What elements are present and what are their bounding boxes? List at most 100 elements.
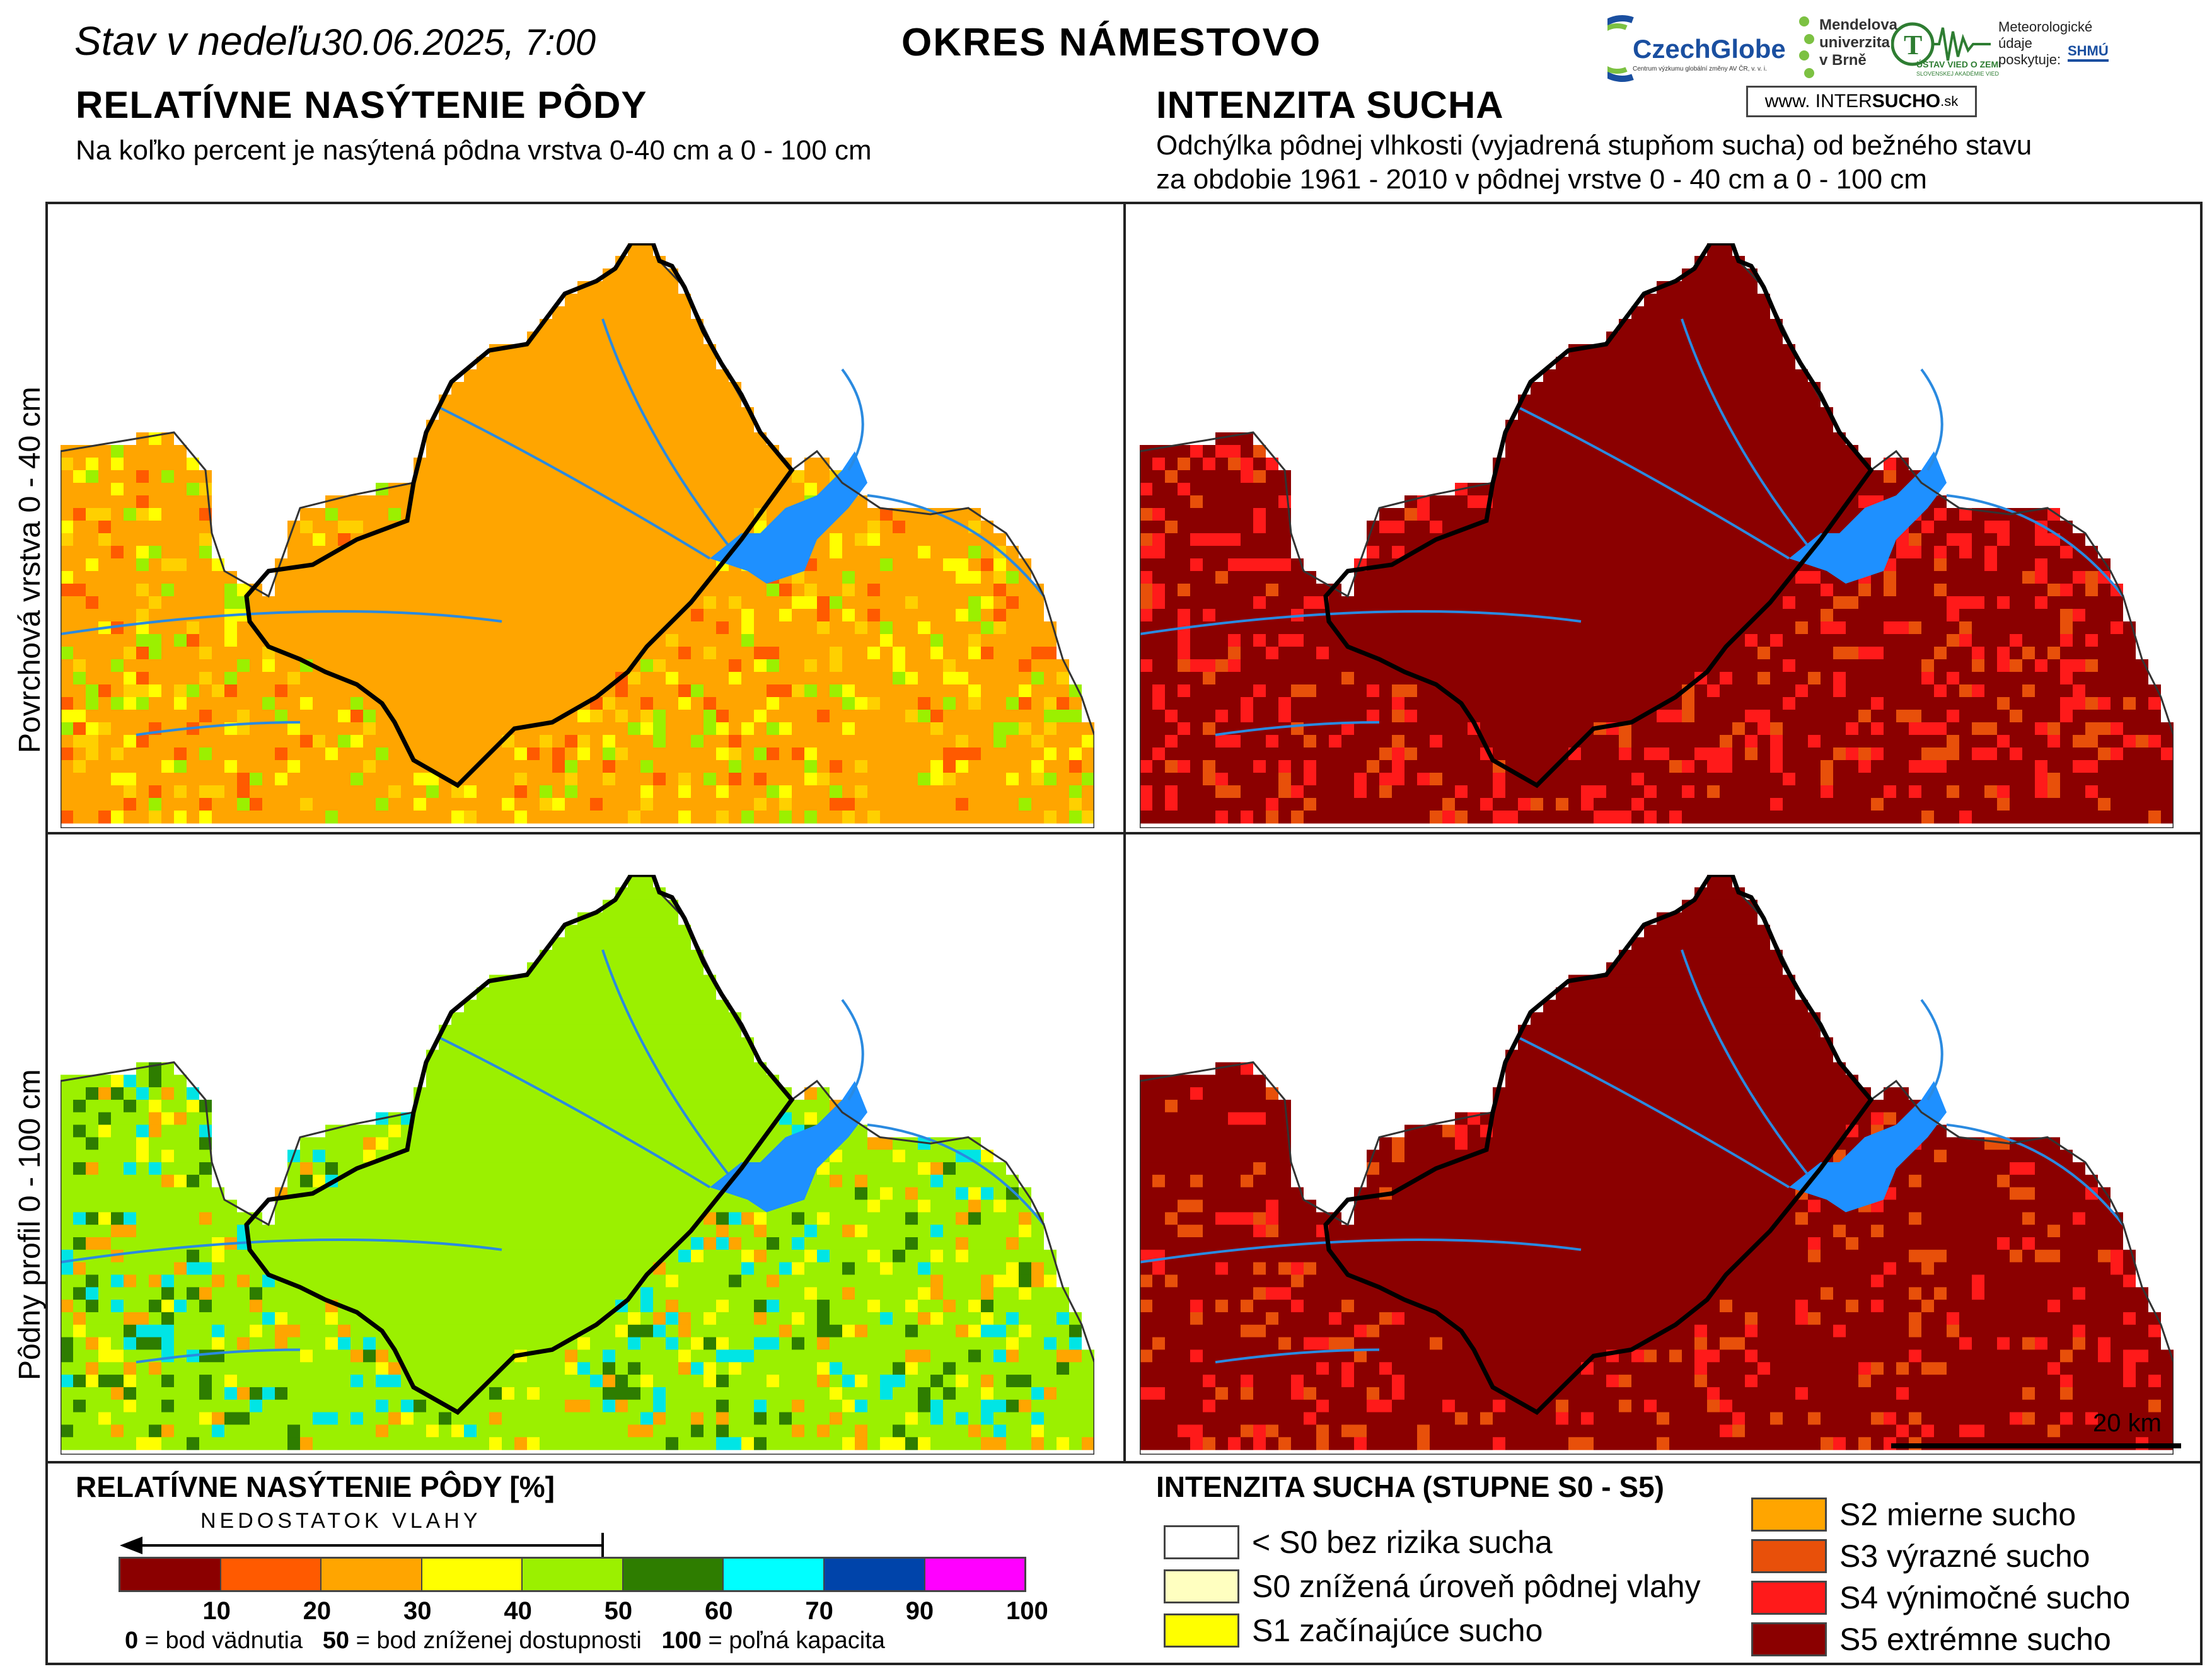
- seismograph-icon: T: [1891, 22, 1991, 66]
- river: [136, 1348, 301, 1364]
- river: [1681, 318, 1809, 547]
- colorbar-tick-label: 60: [705, 1597, 733, 1625]
- note-0-value: 0: [125, 1627, 139, 1654]
- colorbar-bin: [221, 1559, 322, 1590]
- meteo-l3: poskytuje:: [1998, 52, 2061, 67]
- meteo-l2: údaje: [1998, 35, 2032, 51]
- mendel-l1: Mendelova: [1819, 16, 1898, 33]
- arrow-left-icon: [120, 1533, 604, 1558]
- left-section-subtitle: Na koľko percent je nasýtená pôdna vrstv…: [76, 135, 872, 166]
- drought-legend-label: S1 začínajúce sucho: [1252, 1613, 1543, 1648]
- drought-legend-label: < S0 bez rizika sucha: [1252, 1525, 1553, 1560]
- intersucho-logo: www. INTER SUCHO .sk: [1746, 86, 1977, 117]
- drought-legend-swatch: [1751, 1539, 1827, 1573]
- legend-left-title: RELATÍVNE NASÝTENIE PÔDY [%]: [76, 1470, 555, 1503]
- drought-legend-label: S5 extrémne sucho: [1839, 1622, 2111, 1657]
- district-border: [1323, 243, 1874, 788]
- shmu-logo: SHMÚ: [2068, 43, 2109, 62]
- note-0-text: = bod vädnutia: [144, 1627, 303, 1654]
- river: [1215, 1348, 1380, 1364]
- raster-cells: [61, 243, 1094, 824]
- intersucho-b: SUCHO: [1872, 91, 1941, 112]
- colorbar-tick-label: 70: [805, 1597, 833, 1625]
- row-label-top: Povrchová vrstva 0 - 40 cm: [13, 386, 47, 753]
- colorbar-tick-label: 90: [905, 1597, 934, 1625]
- map-drought-bottom: [1140, 875, 2174, 1455]
- deficit-arrow-label: NEDOSTATOK VLAHY: [200, 1509, 482, 1533]
- river: [136, 721, 301, 736]
- soil-colorbar-ticks: 10 20 30 40 50 60 70 90 100: [119, 1593, 1048, 1625]
- drought-legend-swatch: [1164, 1569, 1239, 1603]
- colorbar-bin: [925, 1559, 1025, 1590]
- czechglobe-logo: CzechGlobe Centrum výzkumu globální změn…: [1589, 14, 1797, 83]
- scale-bar-label: 20 km: [2093, 1409, 2162, 1437]
- intersucho-www: www.: [1764, 91, 1810, 112]
- intersucho-a: INTER: [1815, 91, 1872, 112]
- colorbar-bin: [321, 1559, 422, 1590]
- drought-legend-label: S3 výrazné sucho: [1839, 1538, 2090, 1574]
- reservoir: [710, 1081, 867, 1213]
- note-50-text: = bod zníženej dostupnosti: [356, 1627, 642, 1654]
- district-border: [1323, 875, 1874, 1415]
- drought-legend-swatch: [1751, 1622, 1827, 1656]
- map-drought-top: [1140, 243, 2174, 828]
- mendel-logo: Mendelova univerzita v Brně: [1795, 14, 1897, 83]
- colorbar-tick-label: 100: [1006, 1597, 1048, 1625]
- river: [841, 368, 864, 471]
- right-section-subtitle-1: Odchýlka pôdnej vlhkosti (vyjadrená stup…: [1156, 130, 2032, 161]
- mendel-dots-icon: [1799, 16, 1814, 78]
- region-border: [1140, 875, 2174, 1455]
- czechglobe-sub: Centrum výzkumu globální změny AV ČR, v.…: [1633, 66, 1767, 72]
- region-border: [61, 875, 1094, 1455]
- drought-legend-label: S4 výnimočné sucho: [1839, 1580, 2131, 1615]
- drought-legend-swatch: [1164, 1613, 1239, 1648]
- river: [1920, 368, 1943, 471]
- river: [61, 1238, 502, 1264]
- colorbar-tick-label: 20: [303, 1597, 332, 1625]
- soil-colorbar: [119, 1557, 1026, 1592]
- river: [1215, 721, 1380, 736]
- colorbar-tick-label: 30: [403, 1597, 432, 1625]
- date-prefix: Stav v nedeľu: [74, 18, 321, 64]
- river: [601, 318, 730, 547]
- river: [1140, 610, 1582, 635]
- intersucho-sk: .sk: [1940, 93, 1959, 109]
- mendel-l2: univerzita: [1819, 34, 1891, 51]
- map-soil-top: [61, 243, 1094, 828]
- czechglobe-name: CzechGlobe: [1633, 34, 1786, 64]
- scale-bar: [1891, 1443, 2181, 1448]
- frame-divider-legend: [45, 1461, 2203, 1463]
- reservoir: [1789, 1081, 1947, 1213]
- note-100-value: 100: [661, 1627, 702, 1654]
- colorbar-bin: [523, 1559, 623, 1590]
- colorbar-tick-label: 50: [604, 1597, 633, 1625]
- usvz-logo: T ÚSTAV VIED O ZEMI SLOVENSKEJ AKADÉMIE …: [1891, 19, 2001, 82]
- river: [438, 1036, 711, 1189]
- region-border: [1140, 243, 2174, 828]
- river: [1946, 494, 2124, 597]
- frame-divider-middle: [45, 832, 2203, 834]
- colorbar-tick-label: 40: [504, 1597, 532, 1625]
- river: [1681, 949, 1809, 1176]
- river: [1517, 1036, 1790, 1189]
- river: [1517, 406, 1790, 560]
- right-section-title: INTENZITA SUCHA: [1156, 84, 1504, 126]
- usvz-name: ÚSTAV VIED O ZEMI: [1916, 59, 2001, 69]
- legend-right-title: INTENZITA SUCHA (STUPNE S0 - S5): [1156, 1470, 1664, 1503]
- river: [601, 949, 730, 1176]
- colorbar-tick-label: 10: [202, 1597, 231, 1625]
- drought-legend-label: S2 mierne sucho: [1839, 1497, 2076, 1532]
- meteo-l1: Meteorologické: [1998, 19, 2093, 35]
- note-50-value: 50: [322, 1627, 350, 1654]
- note-100-text: = poľná kapacita: [708, 1627, 885, 1654]
- drought-legend-swatch: [1751, 1498, 1827, 1532]
- raster-cells: [1140, 875, 2174, 1450]
- reservoir: [1789, 451, 1947, 584]
- usvz-sub: SLOVENSKEJ AKADÉMIE VIED: [1916, 71, 2000, 77]
- mendel-l3: v Brně: [1819, 52, 1867, 69]
- region-border: [61, 243, 1094, 828]
- right-section-subtitle-2: za obdobie 1961 - 2010 v pôdnej vrstve 0…: [1156, 164, 1927, 195]
- svg-text:T: T: [1904, 30, 1922, 61]
- drought-legend-swatch: [1164, 1525, 1239, 1559]
- reservoir: [710, 451, 867, 584]
